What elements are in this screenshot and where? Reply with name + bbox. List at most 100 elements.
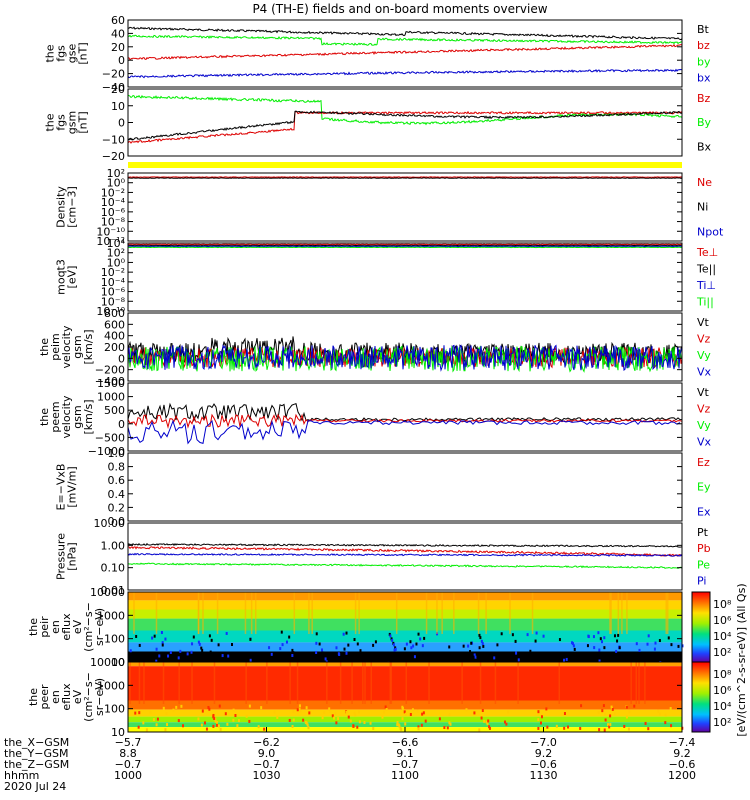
spectrogram-streak (217, 592, 219, 634)
spectrogram-pixel (238, 719, 240, 722)
spectrogram-streak (198, 592, 200, 634)
spectrogram-pixel (154, 635, 156, 638)
legend-entry: Bx (697, 140, 712, 153)
y-axis-label-line: [cm−3] (66, 186, 79, 228)
spectrogram-pixel (612, 708, 614, 711)
legend-entry: Ne (697, 176, 712, 189)
spectrogram-streak (630, 662, 632, 704)
colorbar-tick: 10⁶ (713, 614, 732, 627)
y-axis-label: thepeimvelocitygsm[km/s] (38, 325, 95, 368)
series-line-ne (128, 177, 682, 178)
spectrogram-pixel (314, 658, 316, 661)
legend-entry: Vy (697, 349, 711, 362)
series-line-bz (128, 45, 682, 60)
spectrogram-streak (163, 662, 165, 704)
spectrogram-pixel (353, 657, 355, 660)
spectrogram-pixel (293, 719, 295, 722)
y-tick-label: 10000 (90, 586, 125, 599)
series-line-pt (128, 544, 682, 547)
spectrogram-pixel (286, 641, 288, 644)
spectrogram-pixel (372, 727, 374, 730)
y-tick-label: 0.2 (108, 501, 126, 514)
spectrogram-pixel (481, 717, 483, 720)
spectrogram-pixel (350, 720, 352, 723)
spectrogram-pixel (249, 638, 251, 641)
legend-entry: Vx (697, 365, 712, 378)
spectrogram-pixel (213, 717, 215, 720)
y-tick-label: −20 (102, 150, 125, 163)
spectrogram-pixel (447, 726, 449, 729)
footer-value: 1130 (530, 769, 558, 782)
spectrogram-pixel (636, 642, 638, 645)
spectrogram-pixel (146, 728, 148, 731)
legend-entry: Te⊥ (696, 246, 718, 259)
panel-7: 1.00.80.60.40.20.0E=−VxB[mV/m]EzEyEx (55, 447, 711, 528)
spectrogram-streak (517, 662, 519, 704)
spectrogram-pixel (604, 713, 606, 716)
spectrogram-pixel (383, 711, 385, 714)
spectrogram-pixel (400, 728, 402, 731)
y-axis-label-line: [nT] (77, 42, 90, 64)
spectrogram-pixel (359, 649, 361, 652)
spectrogram-pixel (211, 639, 213, 642)
y-axis-label: Pressure[nPa] (55, 533, 79, 580)
legend-entry: Ti|| (696, 295, 714, 308)
spectrogram-pixel (638, 649, 640, 652)
spectrogram-pixel (138, 726, 140, 729)
spectrogram-pixel (164, 728, 166, 731)
spectrogram-pixel (130, 649, 132, 652)
spectrogram-pixel (162, 644, 164, 647)
spectrogram-pixel (308, 711, 310, 714)
spectrogram-pixel (323, 711, 325, 714)
legend-entry: Te|| (696, 262, 716, 275)
spectrogram-pixel (226, 632, 228, 635)
spectrogram-pixel (647, 643, 649, 646)
spectrogram-pixel (258, 725, 260, 728)
spectrogram-pixel (209, 634, 211, 637)
spectrogram-streak (621, 592, 623, 634)
spectrogram-pixel (346, 632, 348, 635)
footer-value: 1030 (253, 769, 281, 782)
spectrogram-pixel (664, 721, 666, 724)
spectrogram-pixel (135, 635, 137, 638)
spectrogram-pixel (322, 716, 324, 719)
spectrogram-pixel (344, 648, 346, 651)
spectrogram-pixel (354, 638, 356, 641)
spectrogram-pixel (289, 719, 291, 722)
spectrogram-band (128, 717, 682, 723)
y-tick-label: −500 (95, 431, 125, 444)
spectrogram-pixel (139, 644, 141, 647)
legend-entry: Vz (697, 332, 711, 345)
y-axis-label-line: sr−eV) (93, 678, 106, 716)
spectrogram-pixel (421, 724, 423, 727)
spectrogram-pixel (541, 715, 543, 718)
legend-entry: Ex (697, 505, 711, 518)
spectrogram-pixel (178, 656, 180, 659)
y-tick-label: 1000 (97, 391, 125, 404)
spectrogram-pixel (410, 646, 412, 649)
spectrogram-pixel (246, 715, 248, 718)
y-axis-label-line: sr−eV) (93, 608, 106, 646)
spectrogram-streak (665, 592, 667, 634)
panel-frame (128, 173, 682, 241)
colorbar-tick: 10² (713, 646, 731, 659)
y-axis-label-line: [mV/m] (66, 466, 79, 507)
spectrogram-pixel (485, 652, 487, 655)
legend-entry: Vy (697, 419, 711, 432)
spectrogram-pixel (633, 705, 635, 708)
spectrogram-streak (351, 662, 353, 704)
legend-entry: bx (697, 71, 711, 84)
spectrogram-streak (532, 592, 534, 634)
spectrogram-streak (178, 662, 180, 704)
spectrogram-pixel (470, 642, 472, 645)
legend-entry: Ni (697, 201, 708, 214)
spectrogram-band (128, 592, 682, 600)
spectrogram-pixel (199, 643, 201, 646)
spectrogram-pixel (187, 652, 189, 655)
spectrogram-pixel (319, 642, 321, 645)
spectrogram-pixel (463, 645, 465, 648)
spectrogram-pixel (603, 646, 605, 649)
legend-entry: By (697, 116, 712, 129)
spectrogram-pixel (203, 652, 205, 655)
